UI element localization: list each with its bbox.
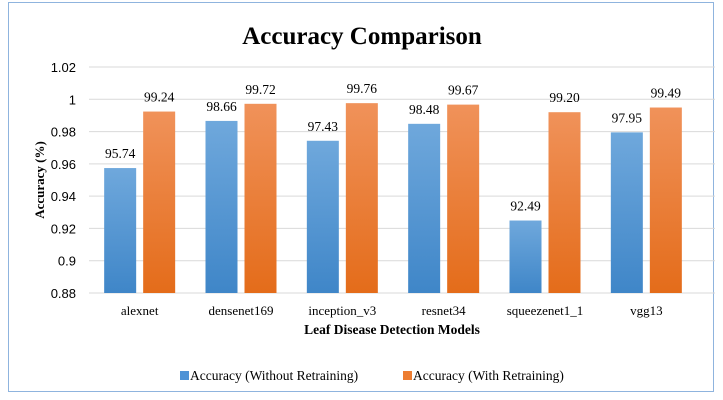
bar-with-retraining	[649, 107, 682, 293]
bar-with-retraining	[345, 103, 378, 293]
legend-swatch-with-retraining	[403, 371, 412, 380]
data-label: 97.43	[308, 119, 339, 134]
x-tick-label: squeezenet1_1	[507, 303, 584, 318]
data-label: 92.49	[510, 199, 541, 214]
y-tick-label: 0.96	[51, 157, 76, 172]
y-tick-label: 0.94	[51, 189, 76, 204]
bar-with-retraining	[548, 112, 581, 293]
x-tick-label: vgg13	[630, 303, 663, 318]
data-label: 99.67	[448, 83, 479, 98]
data-label: 97.95	[612, 110, 643, 125]
data-label: 99.24	[144, 90, 175, 105]
bar-with-retraining	[143, 111, 176, 293]
legend-label-with-retraining: Accuracy (With Retraining)	[413, 368, 564, 383]
x-tick-label: densenet169	[209, 303, 274, 318]
bar-with-retraining	[244, 103, 277, 293]
bar-without-retraining	[306, 140, 339, 293]
chart-title: Accuracy Comparison	[242, 23, 482, 50]
legend-swatch-without-retraining	[180, 371, 189, 380]
data-label: 99.76	[347, 81, 378, 96]
bar-without-retraining	[408, 123, 441, 293]
bar-without-retraining	[104, 168, 137, 293]
y-tick-label: 1	[69, 92, 76, 107]
x-tick-label: inception_v3	[308, 303, 376, 318]
bar-without-retraining	[509, 220, 542, 293]
legend: Accuracy (Without Retraining) Accuracy (…	[180, 368, 564, 383]
legend-label-without-retraining: Accuracy (Without Retraining)	[190, 368, 358, 383]
data-label: 98.48	[409, 102, 440, 117]
y-tick-label: 0.88	[51, 286, 76, 301]
chart-frame	[8, 2, 714, 392]
y-tick-label: 0.98	[51, 125, 76, 140]
bar-with-retraining	[447, 104, 480, 293]
data-label: 98.66	[206, 99, 237, 114]
data-label: 99.20	[549, 90, 580, 105]
bar-without-retraining	[610, 132, 643, 293]
y-tick-label: 0.92	[51, 221, 76, 236]
x-tick-label: alexnet	[121, 303, 159, 318]
data-label: 95.74	[105, 146, 136, 161]
x-axis-label: Leaf Disease Detection Models	[304, 322, 480, 337]
y-tick-label: 1.02	[51, 60, 76, 75]
data-label: 99.72	[245, 82, 275, 97]
x-tick-label: resnet34	[422, 303, 467, 318]
bar-without-retraining	[205, 120, 238, 293]
data-label: 99.49	[651, 86, 682, 101]
y-axis-label: Accuracy (%)	[32, 141, 47, 219]
y-tick-label: 0.9	[58, 254, 76, 269]
